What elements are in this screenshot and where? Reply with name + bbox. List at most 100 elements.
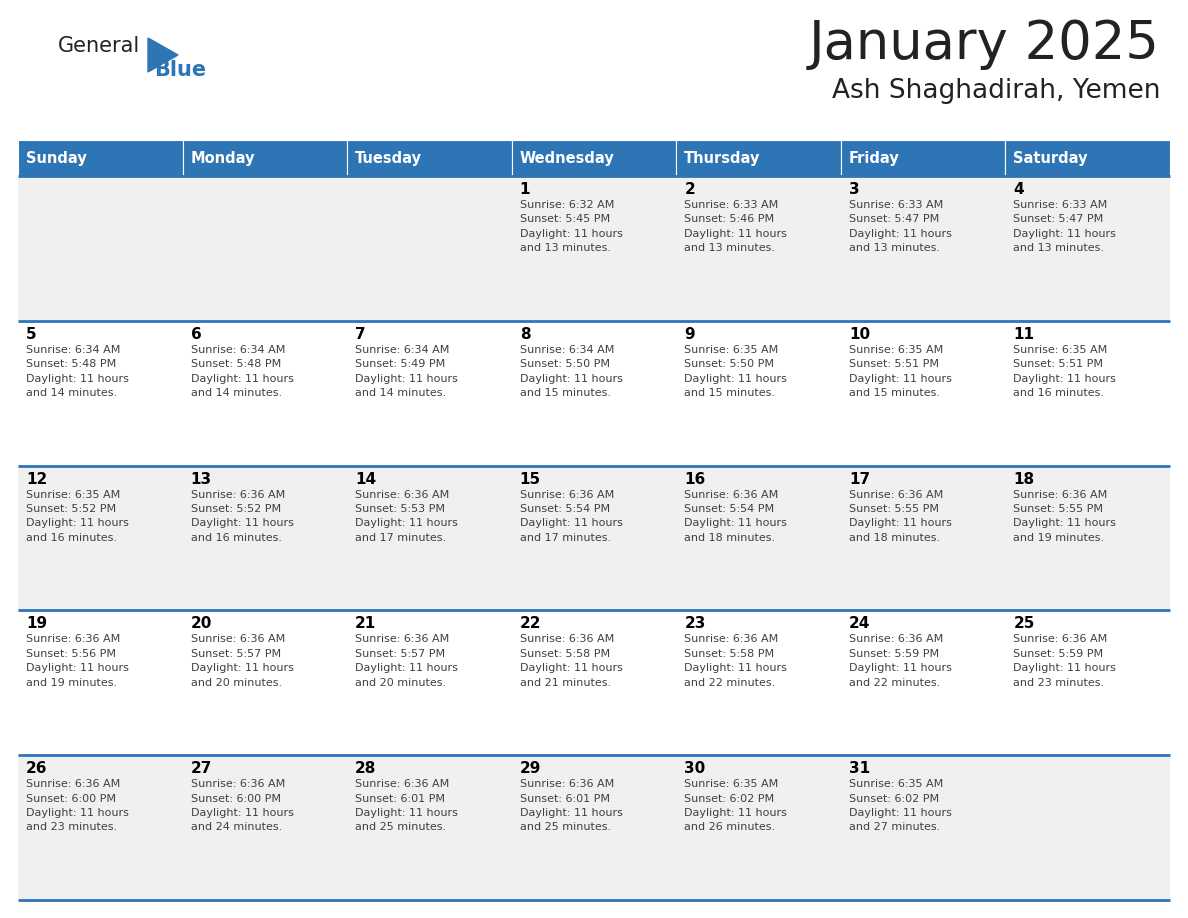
Bar [1005,465,1170,610]
Text: 10: 10 [849,327,870,341]
Bar [676,140,841,176]
Text: Sunrise: 6:36 AM
Sunset: 5:58 PM
Daylight: 11 hours
and 22 minutes.: Sunrise: 6:36 AM Sunset: 5:58 PM Dayligh… [684,634,788,688]
Text: 11: 11 [1013,327,1035,341]
Bar [18,320,183,465]
Text: Ash Shaghadirah, Yemen: Ash Shaghadirah, Yemen [832,78,1159,104]
Text: Sunrise: 6:35 AM
Sunset: 5:50 PM
Daylight: 11 hours
and 15 minutes.: Sunrise: 6:35 AM Sunset: 5:50 PM Dayligh… [684,345,788,398]
Text: 12: 12 [26,472,48,487]
Bar [183,610,347,756]
Bar [18,176,183,320]
Bar [841,610,1005,756]
Bar [841,176,1005,320]
Bar [347,140,512,176]
Text: Friday: Friday [849,151,899,165]
Text: Sunrise: 6:34 AM
Sunset: 5:48 PM
Daylight: 11 hours
and 14 minutes.: Sunrise: 6:34 AM Sunset: 5:48 PM Dayligh… [190,345,293,398]
Text: 27: 27 [190,761,211,777]
Text: Sunrise: 6:33 AM
Sunset: 5:47 PM
Daylight: 11 hours
and 13 minutes.: Sunrise: 6:33 AM Sunset: 5:47 PM Dayligh… [849,200,952,253]
Bar [1005,176,1170,320]
Text: Tuesday: Tuesday [355,151,422,165]
Text: 19: 19 [26,616,48,632]
Bar [18,465,183,610]
Text: 30: 30 [684,761,706,777]
Text: Sunrise: 6:36 AM
Sunset: 6:01 PM
Daylight: 11 hours
and 25 minutes.: Sunrise: 6:36 AM Sunset: 6:01 PM Dayligh… [355,779,459,833]
Bar [18,756,183,900]
Text: Sunrise: 6:36 AM
Sunset: 6:01 PM
Daylight: 11 hours
and 25 minutes.: Sunrise: 6:36 AM Sunset: 6:01 PM Dayligh… [519,779,623,833]
Text: 25: 25 [1013,616,1035,632]
Text: 18: 18 [1013,472,1035,487]
Text: Sunrise: 6:34 AM
Sunset: 5:48 PM
Daylight: 11 hours
and 14 minutes.: Sunrise: 6:34 AM Sunset: 5:48 PM Dayligh… [26,345,128,398]
Text: 3: 3 [849,182,859,197]
Bar [676,176,841,320]
Text: Sunrise: 6:36 AM
Sunset: 5:52 PM
Daylight: 11 hours
and 16 minutes.: Sunrise: 6:36 AM Sunset: 5:52 PM Dayligh… [190,489,293,543]
Text: 20: 20 [190,616,211,632]
Text: 2: 2 [684,182,695,197]
Bar [512,465,676,610]
Text: 23: 23 [684,616,706,632]
Text: 31: 31 [849,761,870,777]
Bar [18,140,183,176]
Text: Monday: Monday [190,151,255,165]
Bar [512,610,676,756]
Text: Sunrise: 6:34 AM
Sunset: 5:50 PM
Daylight: 11 hours
and 15 minutes.: Sunrise: 6:34 AM Sunset: 5:50 PM Dayligh… [519,345,623,398]
Bar [676,320,841,465]
Text: 29: 29 [519,761,541,777]
Text: Sunrise: 6:36 AM
Sunset: 5:55 PM
Daylight: 11 hours
and 19 minutes.: Sunrise: 6:36 AM Sunset: 5:55 PM Dayligh… [1013,489,1117,543]
Bar [347,465,512,610]
Text: Sunrise: 6:35 AM
Sunset: 5:52 PM
Daylight: 11 hours
and 16 minutes.: Sunrise: 6:35 AM Sunset: 5:52 PM Dayligh… [26,489,128,543]
Text: 1: 1 [519,182,530,197]
Text: Sunrise: 6:36 AM
Sunset: 5:58 PM
Daylight: 11 hours
and 21 minutes.: Sunrise: 6:36 AM Sunset: 5:58 PM Dayligh… [519,634,623,688]
Bar [183,465,347,610]
Text: 13: 13 [190,472,211,487]
Text: Sunrise: 6:36 AM
Sunset: 5:53 PM
Daylight: 11 hours
and 17 minutes.: Sunrise: 6:36 AM Sunset: 5:53 PM Dayligh… [355,489,459,543]
Bar [512,140,676,176]
Text: 7: 7 [355,327,366,341]
Bar [183,176,347,320]
Text: 8: 8 [519,327,530,341]
Text: 26: 26 [26,761,48,777]
Bar [676,756,841,900]
Bar [183,756,347,900]
Text: Sunrise: 6:36 AM
Sunset: 5:54 PM
Daylight: 11 hours
and 17 minutes.: Sunrise: 6:36 AM Sunset: 5:54 PM Dayligh… [519,489,623,543]
Text: 16: 16 [684,472,706,487]
Text: 17: 17 [849,472,870,487]
Text: Sunrise: 6:32 AM
Sunset: 5:45 PM
Daylight: 11 hours
and 13 minutes.: Sunrise: 6:32 AM Sunset: 5:45 PM Dayligh… [519,200,623,253]
Text: Sunrise: 6:36 AM
Sunset: 5:59 PM
Daylight: 11 hours
and 23 minutes.: Sunrise: 6:36 AM Sunset: 5:59 PM Dayligh… [1013,634,1117,688]
Bar [18,610,183,756]
Text: 6: 6 [190,327,201,341]
Text: Sunrise: 6:33 AM
Sunset: 5:46 PM
Daylight: 11 hours
and 13 minutes.: Sunrise: 6:33 AM Sunset: 5:46 PM Dayligh… [684,200,788,253]
Text: Sunrise: 6:35 AM
Sunset: 6:02 PM
Daylight: 11 hours
and 27 minutes.: Sunrise: 6:35 AM Sunset: 6:02 PM Dayligh… [849,779,952,833]
Text: General: General [58,36,140,56]
Text: Sunrise: 6:36 AM
Sunset: 5:55 PM
Daylight: 11 hours
and 18 minutes.: Sunrise: 6:36 AM Sunset: 5:55 PM Dayligh… [849,489,952,543]
Text: 14: 14 [355,472,377,487]
Text: Sunrise: 6:36 AM
Sunset: 5:57 PM
Daylight: 11 hours
and 20 minutes.: Sunrise: 6:36 AM Sunset: 5:57 PM Dayligh… [190,634,293,688]
Text: Sunrise: 6:35 AM
Sunset: 5:51 PM
Daylight: 11 hours
and 16 minutes.: Sunrise: 6:35 AM Sunset: 5:51 PM Dayligh… [1013,345,1117,398]
Bar [347,610,512,756]
Bar [841,465,1005,610]
Polygon shape [148,38,178,72]
Bar [676,610,841,756]
Text: 28: 28 [355,761,377,777]
Text: 24: 24 [849,616,871,632]
Text: Sunrise: 6:36 AM
Sunset: 5:56 PM
Daylight: 11 hours
and 19 minutes.: Sunrise: 6:36 AM Sunset: 5:56 PM Dayligh… [26,634,128,688]
Text: Sunrise: 6:36 AM
Sunset: 5:57 PM
Daylight: 11 hours
and 20 minutes.: Sunrise: 6:36 AM Sunset: 5:57 PM Dayligh… [355,634,459,688]
Bar [1005,320,1170,465]
Text: Sunrise: 6:34 AM
Sunset: 5:49 PM
Daylight: 11 hours
and 14 minutes.: Sunrise: 6:34 AM Sunset: 5:49 PM Dayligh… [355,345,459,398]
Text: Sunrise: 6:36 AM
Sunset: 5:59 PM
Daylight: 11 hours
and 22 minutes.: Sunrise: 6:36 AM Sunset: 5:59 PM Dayligh… [849,634,952,688]
Bar [676,465,841,610]
Text: Blue: Blue [154,60,207,80]
Text: Sunday: Sunday [26,151,87,165]
Bar [512,176,676,320]
Bar [1005,610,1170,756]
Bar [183,320,347,465]
Bar [1005,756,1170,900]
Text: 9: 9 [684,327,695,341]
Bar [347,756,512,900]
Text: 21: 21 [355,616,377,632]
Bar [841,756,1005,900]
Text: Sunrise: 6:36 AM
Sunset: 5:54 PM
Daylight: 11 hours
and 18 minutes.: Sunrise: 6:36 AM Sunset: 5:54 PM Dayligh… [684,489,788,543]
Text: Sunrise: 6:36 AM
Sunset: 6:00 PM
Daylight: 11 hours
and 24 minutes.: Sunrise: 6:36 AM Sunset: 6:00 PM Dayligh… [190,779,293,833]
Text: Sunrise: 6:35 AM
Sunset: 5:51 PM
Daylight: 11 hours
and 15 minutes.: Sunrise: 6:35 AM Sunset: 5:51 PM Dayligh… [849,345,952,398]
Text: Wednesday: Wednesday [519,151,614,165]
Bar [347,320,512,465]
Text: Sunrise: 6:35 AM
Sunset: 6:02 PM
Daylight: 11 hours
and 26 minutes.: Sunrise: 6:35 AM Sunset: 6:02 PM Dayligh… [684,779,788,833]
